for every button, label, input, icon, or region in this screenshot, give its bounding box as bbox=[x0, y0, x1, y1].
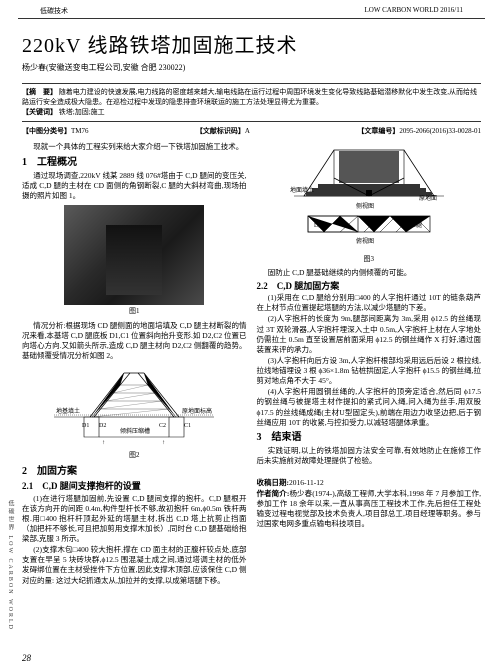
doc-value: A bbox=[245, 127, 250, 135]
article-value: 2095-2066(2016)33-0028-01 bbox=[399, 127, 481, 135]
journal-label: LOW CARBON WORLD 2016/11 bbox=[365, 6, 463, 16]
svg-text:倾斜压缩槽: 倾斜压缩槽 bbox=[120, 427, 150, 435]
svg-text:C1: C1 bbox=[184, 423, 191, 429]
section-2-heading: 2 加固方案 bbox=[22, 465, 247, 479]
svg-text:侧视图: 侧视图 bbox=[356, 202, 374, 210]
title-prefix: 220kV bbox=[22, 35, 81, 57]
receipt-date-value: 2016-11-12 bbox=[289, 478, 324, 487]
section-22-heading: 2.2 C,D 腿加固方案 bbox=[257, 280, 482, 292]
article-label: 【文章编号】 bbox=[357, 127, 399, 135]
col2-intro: 固防止 C,D 腿基础继续的内侧倾覆的可能。 bbox=[257, 268, 482, 278]
title-block: 220kV 线路铁塔加固施工技术 杨少春(安徽送变电工程公司,安徽 合肥 230… bbox=[0, 19, 503, 77]
s21-p2: (2)支撑木包□400 较大抱杆,撑在 CD 面主材的正腹杆较点处,底部支置在早… bbox=[22, 545, 247, 586]
section-21-heading: 2.1 C,D 腿间支撑抱杆的设置 bbox=[22, 480, 247, 492]
doc-label: 【文献标识码】 bbox=[196, 127, 245, 135]
svg-text:D2: D2 bbox=[99, 423, 106, 429]
svg-text:地基填土: 地基填土 bbox=[56, 407, 80, 415]
s22-p4: (4)人字抱杆用圆钢丝绳的,人字抱杆的顶旁定适合,然后同 ϕ17.5 的钢丝绳与… bbox=[257, 387, 482, 428]
column-right: 地面填土 原地面 侧视图 D腿 C腿 俯视图 图3 固防止 C,D 腿基础继续的… bbox=[257, 142, 482, 586]
figure-2-svg: ↑ ↑ D1 D2 C2 C1 地基填土 原地面标高 倾斜压缩槽 bbox=[44, 367, 224, 445]
author-bio-text: 杨少春(1974-),高级工程师,大学本科,1998 年 7 月参加工作,参加工… bbox=[257, 489, 482, 528]
svg-text:D1: D1 bbox=[82, 423, 89, 429]
column-left: 现就一个具体的工程实列来给大家介绍一下铁塔加固施工技术。 1 工程概况 通过现场… bbox=[22, 142, 247, 586]
svg-text:D腿: D腿 bbox=[314, 222, 324, 229]
figure-1-image bbox=[64, 205, 204, 305]
figure-2: ↑ ↑ D1 D2 C2 C1 地基填土 原地面标高 倾斜压缩槽 图2 bbox=[22, 365, 247, 461]
intro-p: 现就一个具体的工程实列来给大家介绍一下铁塔加固施工技术。 bbox=[22, 142, 247, 152]
svg-text:C腿: C腿 bbox=[412, 222, 422, 229]
figure-1-caption: 图1 bbox=[22, 307, 247, 316]
figure-3-svg: 地面填土 原地面 侧视图 D腿 C腿 俯视图 bbox=[284, 148, 454, 248]
receipt-date-label: 收稿日期: bbox=[257, 478, 290, 487]
s1-p1: 通过现场调查,220kV 线某 2889 线 076#塔由于 C,D 腿间的变压… bbox=[22, 171, 247, 201]
figure-3-caption: 图3 bbox=[257, 255, 482, 264]
svg-text:原地面: 原地面 bbox=[419, 194, 437, 202]
columns: 现就一个具体的工程实列来给大家介绍一下铁塔加固施工技术。 1 工程概况 通过现场… bbox=[0, 142, 503, 586]
page-number: 28 bbox=[22, 653, 31, 663]
sidebar-journal: 低碳世界 LOW CARBON WORLD bbox=[6, 500, 15, 631]
meta-line: 【中图分类号】TM76 【文献标识码】A 【文章编号】2095-2066(201… bbox=[22, 126, 481, 136]
svg-text:俯视图: 俯视图 bbox=[356, 237, 374, 245]
page-header: 低碳技术 LOW CARBON WORLD 2016/11 bbox=[18, 0, 485, 19]
section-3-heading: 3 结束语 bbox=[257, 431, 482, 445]
main-title: 220kV 线路铁塔加固施工技术 bbox=[22, 29, 481, 58]
svg-text:地面填土: 地面填土 bbox=[290, 186, 314, 194]
abstract-block: 【摘 要】 随着电力建设的快速发展,电力线路的密度越来越大,输电线路在运行过程中… bbox=[22, 83, 481, 122]
s3-p1: 实践证明,以上的铁塔加固方法安全可靠,有效地防止在施修工作后未实施前对故障处理提… bbox=[257, 446, 482, 466]
author-bio-label: 作者简介: bbox=[257, 489, 290, 498]
article-id: 【文章编号】2095-2066(2016)33-0028-01 bbox=[357, 126, 481, 136]
s21-p1: (1)在进行塔腿加固前,先设置 C,D 腿间支撑的抱杆。C,D 腿根开在该方向开… bbox=[22, 494, 247, 545]
figure-1: 图1 bbox=[22, 205, 247, 316]
receipt-date: 收稿日期:2016-11-12 bbox=[257, 478, 482, 488]
abstract-text: 随着电力建设的快速发展,电力线路的密度越来越大,输电线路在运行过程中周围环境发生… bbox=[22, 88, 477, 106]
s22-p1: (1)采用在 C,D 腿给分别用□400 的人字抱杆通过 10T 的链条葫芦在上… bbox=[257, 293, 482, 313]
s1-p2: 情况分析:根据现场 CD 腿侧面的地面培填及 C,D 腿主材断裂的情况来看,本基… bbox=[22, 321, 247, 362]
svg-text:C2: C2 bbox=[159, 423, 166, 429]
keywords-text: 铁塔;加固;施工 bbox=[59, 108, 105, 116]
svg-text:↑: ↑ bbox=[162, 440, 165, 445]
s22-p2: (2)人字抱杆的长度为 9m,腿部间距离为 3m,采用 ϕ12.5 的丝绳现过 … bbox=[257, 314, 482, 355]
category-label: 低碳技术 bbox=[40, 6, 68, 16]
figure-2-caption: 图2 bbox=[22, 451, 247, 460]
section-1-heading: 1 工程概况 bbox=[22, 156, 247, 170]
clc: 【中图分类号】TM76 bbox=[22, 126, 89, 136]
doc-code: 【文献标识码】A bbox=[196, 126, 250, 136]
author-bio: 作者简介:杨少春(1974-),高级工程师,大学本科,1998 年 7 月参加工… bbox=[257, 489, 482, 530]
title-text: 线路铁塔加固施工技术 bbox=[87, 35, 297, 57]
s22-p3: (3)人字抱杆向后方设 3m,人字抱杆根部均采用远后后设 2 根拉线,拉线地锚埋… bbox=[257, 356, 482, 386]
figure-3: 地面填土 原地面 侧视图 D腿 C腿 俯视图 图3 bbox=[257, 146, 482, 264]
svg-text:原地面标高: 原地面标高 bbox=[182, 407, 212, 415]
clc-value: TM76 bbox=[71, 127, 89, 135]
author-line: 杨少春(安徽送变电工程公司,安徽 合肥 230022) bbox=[22, 62, 481, 73]
abstract-label: 【摘 要】 bbox=[22, 88, 57, 96]
clc-label: 【中图分类号】 bbox=[22, 127, 71, 135]
svg-text:↑: ↑ bbox=[102, 440, 105, 445]
keywords-label: 【关键词】 bbox=[22, 108, 57, 116]
